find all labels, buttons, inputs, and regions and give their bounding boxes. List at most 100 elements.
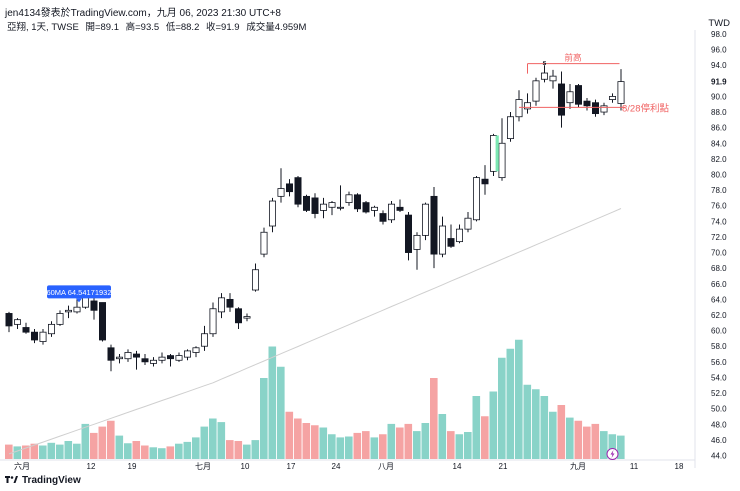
candle-body[interactable] xyxy=(438,225,446,255)
price-tick-label: 52.0 xyxy=(711,389,727,398)
candle-body[interactable] xyxy=(387,203,395,221)
candle-body[interactable] xyxy=(132,353,140,358)
candle-body[interactable] xyxy=(396,206,404,211)
candle-body[interactable] xyxy=(65,309,73,313)
candle-body[interactable] xyxy=(481,178,489,185)
volume-bar xyxy=(311,425,319,459)
candle-body[interactable] xyxy=(532,80,540,102)
candle-body[interactable] xyxy=(5,313,13,327)
volume-bar xyxy=(404,423,413,459)
candle-body[interactable] xyxy=(22,327,30,333)
candle-body[interactable] xyxy=(336,206,344,209)
volume-bar xyxy=(540,396,549,459)
time-tick-label: 八月 xyxy=(378,462,394,471)
candle-body[interactable] xyxy=(149,359,157,364)
candle-body[interactable] xyxy=(464,217,472,230)
candle-body[interactable] xyxy=(592,102,600,115)
candle-body[interactable] xyxy=(353,194,361,210)
candle-body[interactable] xyxy=(575,85,583,105)
candle-body[interactable] xyxy=(404,214,412,253)
candle-body[interactable] xyxy=(90,300,98,311)
candle-body[interactable] xyxy=(345,194,353,204)
candle-body[interactable] xyxy=(447,238,455,247)
volume-bar xyxy=(302,423,311,459)
candle-body[interactable] xyxy=(421,203,429,236)
candle-body[interactable] xyxy=(107,347,115,361)
candle-body[interactable] xyxy=(455,228,463,243)
candle-body[interactable] xyxy=(472,177,480,221)
candle-body[interactable] xyxy=(141,358,149,363)
volume-bar xyxy=(608,434,617,459)
candle-body[interactable] xyxy=(498,142,506,179)
candle-body[interactable] xyxy=(234,308,242,324)
candle-body[interactable] xyxy=(30,331,38,341)
volume-bar xyxy=(498,357,506,459)
candle-body[interactable] xyxy=(200,333,208,347)
candle-body[interactable] xyxy=(285,183,293,193)
volume-bar xyxy=(56,444,64,459)
time-tick-label: 14 xyxy=(453,462,462,471)
candle-body[interactable] xyxy=(558,83,566,116)
candle-body[interactable] xyxy=(617,81,625,104)
candle-body[interactable] xyxy=(600,105,608,113)
candle-body[interactable] xyxy=(56,313,64,325)
candle-body[interactable] xyxy=(294,177,302,205)
candle-body[interactable] xyxy=(158,356,166,361)
price-tick-label: 70.0 xyxy=(711,249,727,258)
candle-body[interactable] xyxy=(541,72,549,80)
candle-body[interactable] xyxy=(226,298,234,308)
candle-body[interactable] xyxy=(268,200,276,227)
candle-body[interactable] xyxy=(362,202,370,213)
volume-bar xyxy=(90,432,98,459)
candle-body[interactable] xyxy=(549,75,557,82)
candle-body[interactable] xyxy=(260,231,268,255)
candle-body[interactable] xyxy=(217,297,225,313)
candle-body[interactable] xyxy=(302,195,310,211)
candle-body[interactable] xyxy=(175,355,183,361)
candle-body[interactable] xyxy=(251,269,259,291)
ma-label-box[interactable] xyxy=(47,285,111,299)
candle-body[interactable] xyxy=(209,308,217,335)
candle-body[interactable] xyxy=(379,213,387,222)
candle-body[interactable] xyxy=(39,331,47,342)
candle-body[interactable] xyxy=(370,206,378,211)
volume-bar xyxy=(515,339,523,459)
candle-body[interactable] xyxy=(124,352,132,360)
candle-body[interactable] xyxy=(192,347,200,353)
candle-body[interactable] xyxy=(183,350,191,358)
candle-body[interactable] xyxy=(99,302,107,341)
candle-body[interactable] xyxy=(515,99,523,118)
time-tick-label: 21 xyxy=(499,462,508,471)
signal-marker: s xyxy=(543,60,547,67)
candle-body[interactable] xyxy=(116,356,124,360)
volume-bar xyxy=(64,441,73,459)
candle-body[interactable] xyxy=(566,91,574,104)
candle-body[interactable] xyxy=(319,203,327,211)
volume-bar xyxy=(234,441,243,459)
volume-bar xyxy=(217,422,226,459)
candle-body[interactable] xyxy=(13,319,21,325)
price-tick-label: 66.0 xyxy=(711,280,727,289)
candle-body[interactable] xyxy=(73,306,81,313)
candle-body[interactable] xyxy=(311,197,319,214)
candle-body[interactable] xyxy=(48,323,56,335)
time-tick-label: 七月 xyxy=(195,462,211,471)
candle-body[interactable] xyxy=(243,316,251,319)
candle-body[interactable] xyxy=(413,234,421,250)
tradingview-logo-icon[interactable] xyxy=(5,475,18,486)
candle-body[interactable] xyxy=(583,100,591,107)
candle-body[interactable] xyxy=(524,102,532,110)
volume-bar xyxy=(319,427,328,459)
candle-body[interactable] xyxy=(506,116,514,139)
candle-body[interactable] xyxy=(166,355,174,360)
time-tick-label: 17 xyxy=(287,462,296,471)
time-tick-label: 11 xyxy=(630,462,639,471)
candle-body[interactable] xyxy=(609,96,617,100)
candle-body[interactable] xyxy=(328,202,336,208)
symbol-name[interactable]: 亞翔, 1天, TWSE xyxy=(7,22,79,33)
footer-brand[interactable]: TradingView xyxy=(22,475,81,486)
candle-body[interactable] xyxy=(277,188,285,197)
candle-body[interactable] xyxy=(430,195,438,255)
price-tick-label: 46.0 xyxy=(711,436,727,445)
